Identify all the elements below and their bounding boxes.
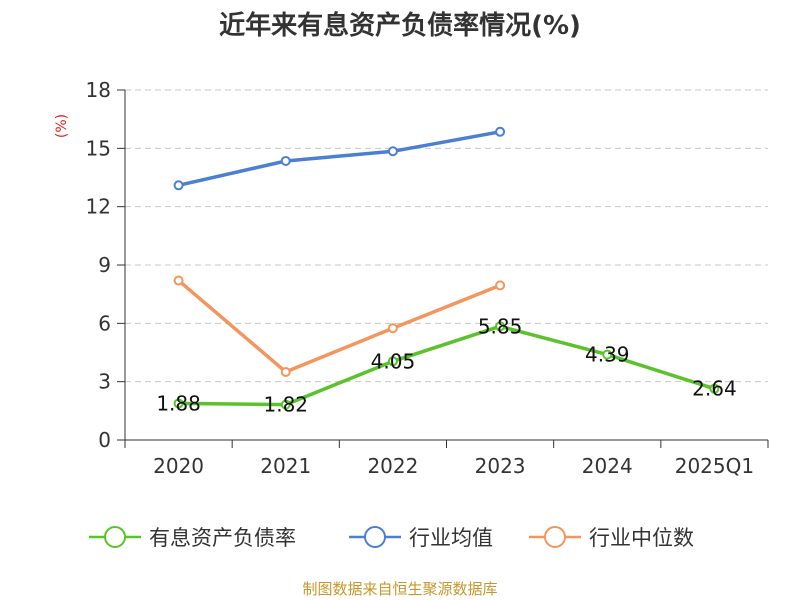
legend[interactable]: 有息资产负债率 行业均值 行业中位数: [89, 526, 694, 550]
data-point[interactable]: [280, 155, 291, 166]
chart-title: 近年来有息资产负债率情况(%): [219, 10, 581, 41]
data-point[interactable]: [173, 398, 184, 409]
data-label: 5.85: [478, 314, 523, 338]
data-point[interactable]: [387, 356, 398, 367]
y-tick-label: 15: [86, 136, 111, 160]
data-point[interactable]: [602, 349, 613, 360]
legend-label: 有息资产负债率: [149, 526, 296, 550]
series-line-0: [176, 324, 717, 407]
data-label: 1.88: [156, 391, 201, 415]
y-tick-label: 9: [98, 253, 111, 277]
data-point[interactable]: [173, 275, 184, 286]
y-tick-label: 6: [98, 311, 111, 335]
gridlines: [125, 89, 768, 383]
data-point[interactable]: [173, 180, 184, 191]
legend-marker: [104, 526, 126, 548]
data-label: 4.39: [585, 343, 630, 367]
x-tick-label: 2024: [582, 454, 633, 478]
legend-marker: [364, 526, 386, 548]
data-label: 1.82: [263, 393, 308, 417]
x-tick-label: 2025Q1: [675, 454, 754, 478]
y-tick-label: 12: [86, 195, 111, 219]
data-point[interactable]: [387, 146, 398, 157]
data-point[interactable]: [495, 321, 506, 332]
series-lines: [173, 126, 720, 410]
series-line-1: [176, 130, 502, 188]
data-point[interactable]: [280, 366, 291, 377]
data-point[interactable]: [495, 126, 506, 137]
legend-label: 行业中位数: [589, 526, 694, 550]
y-tick-label: 0: [98, 428, 111, 452]
x-tick-label: 2023: [475, 454, 526, 478]
y-axis-unit-label: (%): [54, 114, 70, 138]
data-point[interactable]: [709, 383, 720, 394]
data-labels: 1.88 1.82 4.05 5.85 4.39 2.64: [156, 314, 736, 416]
data-point[interactable]: [280, 399, 291, 410]
series-line-2: [176, 278, 502, 374]
y-tick-label: 18: [86, 78, 111, 102]
y-tick-label: 3: [98, 370, 111, 394]
x-tick-label: 2022: [367, 454, 418, 478]
data-point[interactable]: [387, 323, 398, 334]
x-tick-label: 2021: [260, 454, 311, 478]
legend-marker: [544, 526, 566, 548]
legend-label: 行业均值: [409, 526, 493, 550]
legend-item-2[interactable]: 行业中位数: [529, 526, 694, 550]
axes: 0 3 6 9 12 15 18 2020 2021 2022 2023 2024 2025Q1: [86, 78, 769, 478]
legend-item-1[interactable]: 行业均值: [349, 526, 493, 550]
data-label: 4.05: [371, 349, 416, 373]
legend-item-0[interactable]: 有息资产负债率: [89, 526, 296, 550]
data-point[interactable]: [495, 280, 506, 291]
x-tick-label: 2020: [153, 454, 204, 478]
source-note: 制图数据来自恒生聚源数据库: [302, 580, 497, 598]
data-label: 2.64: [692, 377, 737, 401]
